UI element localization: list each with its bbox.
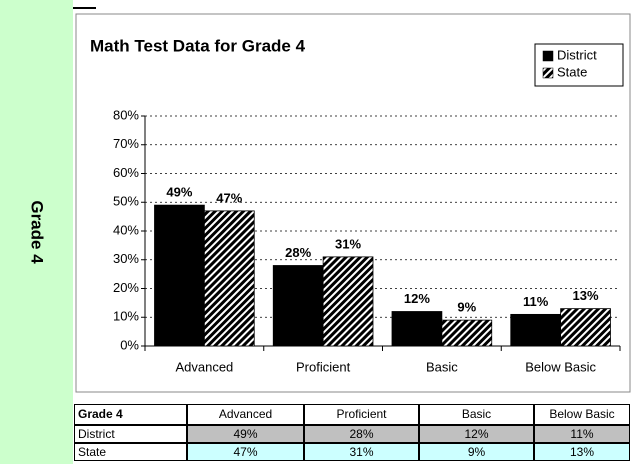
- legend-swatch: [542, 50, 554, 62]
- value-label: 31%: [335, 236, 361, 251]
- value-label: 9%: [457, 300, 476, 315]
- legend-label: State: [557, 64, 587, 79]
- table-cell: 49%: [187, 425, 304, 443]
- x-tick-label: Basic: [426, 359, 458, 374]
- table-cell: 47%: [187, 443, 304, 461]
- table-cell: State: [74, 443, 187, 461]
- value-label: 11%: [523, 294, 549, 309]
- bar: [441, 319, 493, 347]
- sidebar-label: Grade 4: [28, 200, 47, 264]
- y-tick-label: 70%: [113, 136, 139, 151]
- value-label: 28%: [285, 245, 311, 260]
- x-tick-label: Proficient: [296, 359, 351, 374]
- y-tick-label: 30%: [113, 251, 139, 266]
- value-label: 13%: [573, 288, 599, 303]
- table-cell: 31%: [304, 443, 419, 461]
- bar: [203, 210, 255, 347]
- table-cell: Advanced: [187, 404, 304, 425]
- y-tick-label: 60%: [113, 165, 139, 180]
- value-label: 49%: [166, 185, 192, 200]
- bar: [322, 256, 374, 347]
- value-label: 47%: [216, 190, 242, 205]
- table-cell: Below Basic: [534, 404, 630, 425]
- table-cell: 12%: [419, 425, 534, 443]
- legend-label: District: [557, 47, 597, 62]
- chart-title: Math Test Data for Grade 4: [90, 36, 306, 55]
- table-cell: District: [74, 425, 187, 443]
- table-cell: 9%: [419, 443, 534, 461]
- bar: [272, 265, 324, 347]
- bar: [510, 313, 562, 347]
- y-tick-label: 0%: [120, 337, 139, 352]
- y-tick-label: 50%: [113, 194, 139, 209]
- x-tick-label: Below Basic: [525, 359, 596, 374]
- bar: [560, 308, 611, 347]
- legend-swatch: [542, 67, 554, 79]
- table-cell: 28%: [304, 425, 419, 443]
- table-cell: Basic: [419, 404, 534, 425]
- table-cell: Grade 4: [74, 404, 187, 425]
- bar: [391, 311, 443, 347]
- bar: [154, 204, 205, 347]
- table-cell: 13%: [534, 443, 630, 461]
- y-tick-label: 40%: [113, 222, 139, 237]
- table-cell: Proficient: [304, 404, 419, 425]
- value-label: 12%: [404, 291, 430, 306]
- sidebar: [0, 0, 73, 464]
- y-tick-label: 80%: [113, 107, 139, 122]
- table-cell: 11%: [534, 425, 630, 443]
- x-tick-label: Advanced: [175, 359, 233, 374]
- y-tick-label: 10%: [113, 309, 139, 324]
- y-tick-label: 20%: [113, 280, 139, 295]
